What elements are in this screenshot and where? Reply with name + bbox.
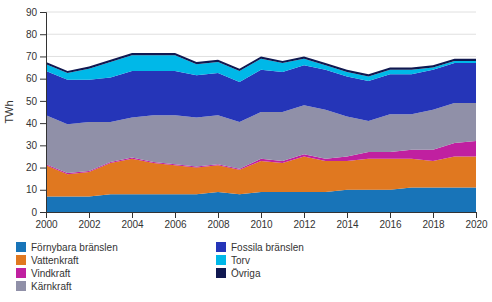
legend-label: Vattenkraft <box>31 255 79 266</box>
legend-swatch <box>16 281 26 291</box>
legend-item: Förnybara bränslen <box>16 242 118 253</box>
tick-label: 2008 <box>207 219 230 230</box>
legend-swatch <box>16 268 26 278</box>
tick-label: 50 <box>26 96 38 107</box>
axis-line <box>40 13 47 213</box>
tick-label: 40 <box>26 118 38 129</box>
legend-label: Kärnkraft <box>31 281 72 292</box>
legend: Förnybara bränslen Vattenkraft Vindkraft Kä… <box>16 242 304 292</box>
tick: 2004 <box>121 212 144 230</box>
tick-mark <box>40 123 46 124</box>
legend-item: Övriga <box>216 268 261 279</box>
tick: 2008 <box>207 212 230 230</box>
tick-mark <box>175 212 176 218</box>
tick: 2018 <box>422 212 445 230</box>
legend-item: Torv <box>216 255 250 266</box>
tick-mark <box>40 79 46 80</box>
x-axis: 2000 2002 2004 2006 2008 2010 2012 2014 2016 2018… <box>35 212 488 230</box>
tick-label: 2014 <box>336 219 359 230</box>
tick-mark <box>390 212 391 218</box>
tick-mark <box>40 190 46 191</box>
tick-label: 0 <box>31 207 37 218</box>
legend-swatch <box>216 242 226 252</box>
tick: 20 <box>26 162 46 173</box>
tick: 2012 <box>293 212 316 230</box>
tick-label: 60 <box>26 73 38 84</box>
tick: 40 <box>26 118 46 129</box>
tick: 90 <box>26 7 46 18</box>
legend-label: Förnybara bränslen <box>31 242 118 253</box>
grid-line <box>46 12 476 13</box>
tick: 80 <box>26 29 46 40</box>
y-axis-title: TWh <box>3 100 15 123</box>
tick-label: 2000 <box>35 219 58 230</box>
tick: 2002 <box>78 212 101 230</box>
tick-mark <box>218 212 219 218</box>
tick-mark <box>433 212 434 218</box>
tick-label: 2016 <box>379 219 402 230</box>
tick-label: 30 <box>26 140 38 151</box>
tick: 2006 <box>164 212 187 230</box>
axis-line <box>47 213 477 219</box>
legend-label: Torv <box>231 255 250 266</box>
legend-item: Fossila bränslen <box>216 242 304 253</box>
tick-label: 80 <box>26 29 38 40</box>
tick: 50 <box>26 96 46 107</box>
tick-mark <box>40 56 46 57</box>
tick-label: 90 <box>26 7 38 18</box>
tick-mark <box>476 212 477 218</box>
tick-mark <box>40 168 46 169</box>
legend-label: Vindkraft <box>31 268 71 279</box>
tick-mark <box>347 212 348 218</box>
tick-mark <box>261 212 262 218</box>
chart: 2000200220042006200820102012201420162018… <box>0 0 492 302</box>
tick: 60 <box>26 73 46 84</box>
y-axis: 0 10 20 30 40 50 60 70 80 90 <box>26 7 47 218</box>
tick-mark <box>40 12 46 13</box>
plot: 2000200220042006200820102012201420162018… <box>26 7 488 230</box>
tick-mark <box>40 212 46 213</box>
grid-line <box>46 34 476 35</box>
tick-label: 2002 <box>78 219 101 230</box>
tick: 70 <box>26 51 46 62</box>
tick-label: 2006 <box>164 219 187 230</box>
tick-label: 2020 <box>465 219 488 230</box>
tick-label: 2010 <box>250 219 273 230</box>
tick-label: 70 <box>26 51 38 62</box>
tick-mark <box>40 34 46 35</box>
legend-swatch <box>216 268 226 278</box>
area <box>46 53 476 76</box>
legend-swatch <box>216 255 226 265</box>
legend-label: Fossila bränslen <box>231 242 304 253</box>
tick: 2010 <box>250 212 273 230</box>
tick: 30 <box>26 140 46 151</box>
tick-mark <box>132 212 133 218</box>
grid <box>46 12 476 212</box>
tick: 2016 <box>379 212 402 230</box>
areas <box>46 53 476 212</box>
tick-label: 20 <box>26 162 38 173</box>
tick: 2014 <box>336 212 359 230</box>
tick-label: 2004 <box>121 219 144 230</box>
tick-mark <box>40 145 46 146</box>
tick: 10 <box>26 184 46 195</box>
legend-swatch <box>16 255 26 265</box>
tick-mark <box>89 212 90 218</box>
legend-item: Vindkraft <box>16 268 71 279</box>
tick-mark <box>304 212 305 218</box>
tick-label: 10 <box>26 184 38 195</box>
tick: 2000 <box>35 212 58 230</box>
legend-swatch <box>16 242 26 252</box>
tick-label: 2012 <box>293 219 316 230</box>
legend-label: Övriga <box>231 268 261 279</box>
tick-mark <box>40 101 46 102</box>
tick: 2020 <box>465 212 488 230</box>
tick-label: 2018 <box>422 219 445 230</box>
tick: 0 <box>31 207 46 218</box>
legend-item: Vattenkraft <box>16 255 79 266</box>
legend-item: Kärnkraft <box>16 281 72 292</box>
